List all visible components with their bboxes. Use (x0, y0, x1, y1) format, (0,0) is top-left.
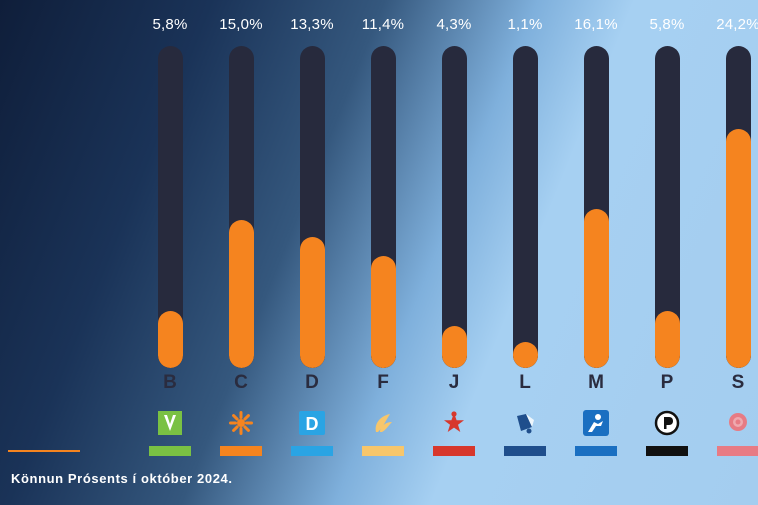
value-label-f: 11,4% (361, 16, 405, 33)
party-c-logo-icon (226, 408, 256, 438)
value-label-l: 1,1% (507, 16, 543, 33)
bar-b (158, 310, 183, 368)
bar-f (371, 255, 396, 368)
party-l-logo-icon (510, 408, 540, 438)
category-label-p: P (660, 372, 674, 393)
party-j-logo-icon (439, 408, 469, 438)
category-label-m: M (588, 372, 604, 393)
decorative-line (8, 450, 80, 452)
party-p-logo-icon (652, 408, 682, 438)
party-color-swatch-b (149, 446, 191, 456)
party-color-swatch-j (433, 446, 475, 456)
bar-track-p (655, 46, 680, 368)
bar-track-j (442, 46, 467, 368)
bar-c (229, 220, 254, 368)
party-color-swatch-l (504, 446, 546, 456)
party-color-swatch-f (362, 446, 404, 456)
value-label-b: 5,8% (152, 16, 188, 33)
value-label-c: 15,0% (219, 16, 263, 33)
bar-d (300, 236, 325, 368)
bar-track-b (158, 46, 183, 368)
party-color-swatch-c (220, 446, 262, 456)
value-label-p: 5,8% (649, 16, 685, 33)
category-label-f: F (377, 372, 389, 393)
bar-track-l (513, 46, 538, 368)
party-b-logo-icon (155, 408, 185, 438)
bar-m (584, 209, 609, 368)
party-s-logo-icon (723, 408, 753, 438)
bar-track-m (584, 46, 609, 368)
bar-l (513, 342, 538, 368)
bar-track-s (726, 46, 751, 368)
bar-track-d (300, 46, 325, 368)
bar-j (442, 325, 467, 368)
party-color-swatch-m (575, 446, 617, 456)
party-f-logo-icon (368, 408, 398, 438)
party-m-logo-icon (581, 408, 611, 438)
bar-p (655, 310, 680, 368)
value-label-s: 24,2% (716, 16, 758, 33)
category-label-c: C (234, 372, 248, 393)
value-label-m: 16,1% (574, 16, 618, 33)
svg-text:D: D (306, 414, 319, 434)
category-label-s: S (731, 372, 745, 393)
category-label-l: L (519, 372, 531, 393)
source-caption: Könnun Prósents í október 2024. (11, 471, 233, 486)
category-label-j: J (448, 372, 460, 393)
category-label-b: B (163, 372, 177, 393)
value-label-j: 4,3% (436, 16, 472, 33)
party-color-swatch-s (717, 446, 758, 456)
party-color-swatch-p (646, 446, 688, 456)
bar-track-f (371, 46, 396, 368)
bar-s (726, 129, 751, 368)
party-color-swatch-d (291, 446, 333, 456)
category-label-d: D (305, 372, 319, 393)
bar-track-c (229, 46, 254, 368)
value-label-d: 13,3% (290, 16, 334, 33)
party-d-logo-icon: D (297, 408, 327, 438)
